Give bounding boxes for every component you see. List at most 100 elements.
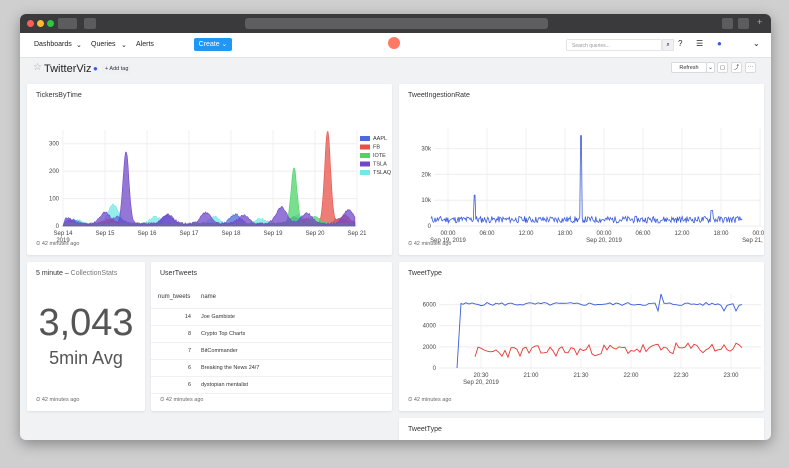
y-tick-label: 30k [421, 147, 432, 153]
legend-swatch [360, 136, 370, 141]
panel-title: TickersByTime [36, 92, 82, 99]
table-row: 14 Joe Gambiste [151, 309, 392, 326]
legend-label: FB [373, 145, 380, 151]
name-cell: BitCommander [201, 348, 238, 354]
x-tick-label: Sep 18 [221, 231, 241, 237]
num-tweets-cell: 8 [187, 331, 191, 337]
back-forward-button[interactable] [58, 18, 77, 29]
x-tick-label: Sep 16 [137, 231, 157, 237]
table-row: 7 BitCommander [151, 343, 392, 360]
address-bar[interactable] [245, 18, 548, 29]
tabs-icon[interactable] [738, 18, 749, 29]
stats-separator: – [64, 270, 69, 277]
name-cell: Breaking the News 24/7 [201, 365, 260, 371]
legend-swatch [360, 144, 370, 150]
table-row: 6 Breaking the News 24/7 [151, 360, 392, 377]
y-tick-label: 100 [49, 197, 60, 203]
panel-updated: ⏲ 42 minutes ago [36, 241, 80, 247]
app-header: Dashboards ⌄ Queries ⌄ Alerts Create ⌄ S… [20, 33, 771, 58]
x-tick-label: 20:30 [473, 373, 489, 379]
new-tab-icon[interactable]: + [757, 17, 763, 27]
series-area-tsla [62, 151, 356, 227]
x-tick-label: 18:00 [557, 231, 573, 237]
x-tick-label: Sep 20 [305, 231, 325, 237]
panel-updated: ⏲ 42 minutes ago [160, 397, 204, 403]
share-icon[interactable] [722, 18, 733, 29]
refresh-options-button[interactable]: ⌄ [706, 62, 715, 73]
settings-icon[interactable]: ☰ [696, 39, 704, 48]
maximize-window-icon[interactable] [47, 20, 54, 27]
page-title: TwitterViz [44, 63, 92, 75]
panel-updated: ⏲ 42 minutes ago [408, 241, 452, 247]
y-tick-label: 4000 [423, 324, 437, 330]
legend-label: TSLA [373, 162, 387, 168]
table-row: 8 Crypto Top Charts [151, 326, 392, 343]
series-line [430, 135, 743, 224]
panel-title: 5 minute – CollectionStats [36, 270, 117, 277]
counter-label: 5min Avg [49, 348, 123, 368]
search-input[interactable]: Search queries... [566, 39, 662, 51]
legend-label: AAPL [373, 136, 387, 142]
x-tick-label: Sep 20, 2019 [586, 238, 622, 244]
x-tick-label: 18:00 [713, 231, 729, 237]
x-tick-label: 06:00 [479, 231, 495, 237]
series-line-blue [456, 293, 743, 369]
browser-window: + Dashboards ⌄ Queries ⌄ Alerts Create ⌄… [20, 14, 771, 440]
dashboard-titlebar: ☆ TwitterViz ● + Add tag [20, 57, 771, 83]
panel-title: TweetIngestionRate [408, 92, 470, 99]
column-header: num_tweets [158, 294, 191, 300]
x-tick-label: 00:00 [596, 231, 612, 237]
table-row: 6 dystopian mentalist [151, 377, 392, 394]
sidebar-toggle-icon[interactable] [84, 18, 96, 29]
legend-label: IOTE [373, 153, 386, 159]
chevron-down-icon[interactable]: ⌄ [753, 39, 760, 48]
nav-dashboards[interactable]: Dashboards [34, 41, 72, 48]
share-icon[interactable]: ⤴ [731, 62, 742, 73]
y-tick-label: 0 [56, 224, 60, 230]
owner-avatar: ● [93, 64, 98, 73]
x-tick-label: 00:00 [440, 231, 456, 237]
fullscreen-icon[interactable]: ▢ [717, 62, 728, 73]
x-tick-label: Sep 17 [179, 231, 199, 237]
x-tick-label: 06:00 [635, 231, 651, 237]
legend-label: TSLAQ [373, 170, 392, 176]
avatar[interactable]: ● [717, 39, 722, 48]
more-options-icon[interactable]: ⋯ [745, 62, 756, 73]
close-window-icon[interactable] [27, 20, 34, 27]
x-tick-label: 23:00 [723, 373, 739, 379]
num-tweets-cell: 14 [184, 314, 191, 320]
refresh-button[interactable]: Refresh [671, 62, 707, 73]
nav-alerts[interactable]: Alerts [136, 41, 154, 48]
search-icon[interactable]: ⌕ [662, 39, 674, 51]
num-tweets-cell: 6 [187, 365, 191, 371]
y-tick-label: 20k [421, 172, 432, 178]
chevron-down-icon[interactable]: ⌄ [76, 42, 82, 49]
updated-text: 42 minutes ago [413, 241, 452, 247]
app-logo[interactable] [388, 37, 400, 49]
add-tag-button[interactable]: + Add tag [102, 64, 132, 74]
name-cell: Joe Gambiste [201, 314, 235, 320]
stats-subtitle: CollectionStats [70, 270, 118, 277]
help-icon[interactable]: ? [678, 39, 683, 48]
x-tick-label: Sep 19, 2019 [430, 238, 466, 244]
x-tick-label: 12:00 [518, 231, 534, 237]
x-tick-label: 21:00 [523, 373, 539, 379]
column-header: name [201, 294, 217, 300]
panel-updated: ⏲ 42 minutes ago [36, 397, 80, 403]
x-tick-label: 2019 [56, 238, 70, 244]
y-tick-label: 10k [421, 198, 432, 204]
star-icon[interactable]: ☆ [33, 62, 42, 73]
legend-swatch [360, 161, 370, 167]
create-button[interactable]: Create ⌄ [194, 38, 232, 51]
chevron-down-icon[interactable]: ⌄ [121, 42, 127, 49]
user-tweets-table: num_tweets name 14 Joe Gambiste 8 Crypto To… [151, 286, 392, 394]
panel-updated: ⏲ 42 minutes ago [408, 397, 452, 403]
minimize-window-icon[interactable] [37, 20, 44, 27]
nav-queries[interactable]: Queries [91, 41, 116, 48]
panel-user-tweets: UserTweets num_tweets name 14 Joe Gambist… [151, 262, 392, 411]
series-line-red [474, 341, 743, 359]
y-tick-label: 300 [49, 142, 60, 148]
x-tick-label: 12:00 [674, 231, 690, 237]
